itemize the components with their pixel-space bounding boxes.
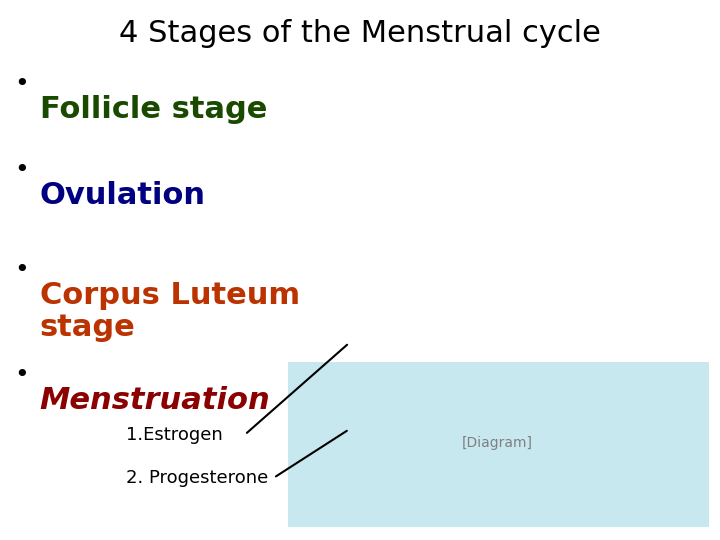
Text: •: • [14, 72, 29, 96]
Text: 1.Estrogen: 1.Estrogen [126, 426, 222, 444]
Text: 4 Stages of the Menstrual cycle: 4 Stages of the Menstrual cycle [119, 19, 601, 48]
Bar [288, 362, 709, 526]
Text: [Diagram]: [Diagram] [462, 436, 532, 450]
Text: •: • [14, 363, 29, 387]
Text: 2. Progesterone: 2. Progesterone [126, 469, 269, 487]
Text: •: • [14, 258, 29, 282]
Text: Follicle stage: Follicle stage [40, 94, 267, 124]
Text: Corpus Luteum
stage: Corpus Luteum stage [40, 281, 300, 342]
Text: Ovulation: Ovulation [40, 181, 206, 210]
Text: Menstruation: Menstruation [40, 386, 270, 415]
Text: •: • [14, 158, 29, 182]
